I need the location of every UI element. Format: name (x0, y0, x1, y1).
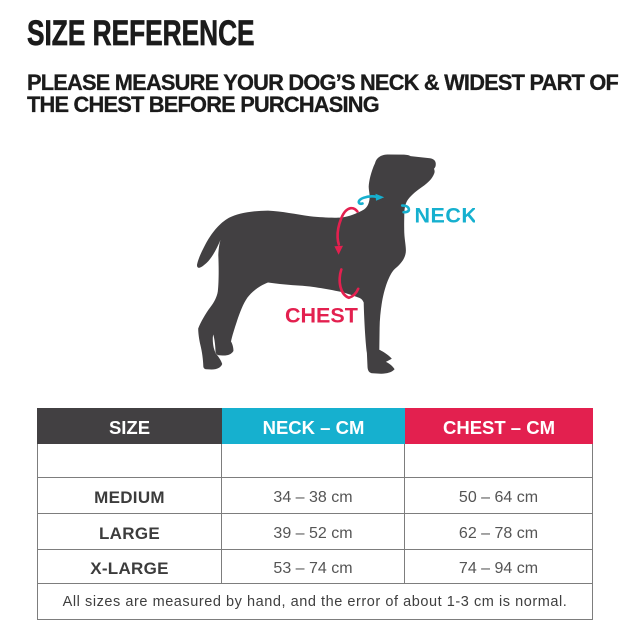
svg-text:NECK: NECK (415, 204, 476, 228)
svg-text:CHEST: CHEST (285, 304, 358, 328)
